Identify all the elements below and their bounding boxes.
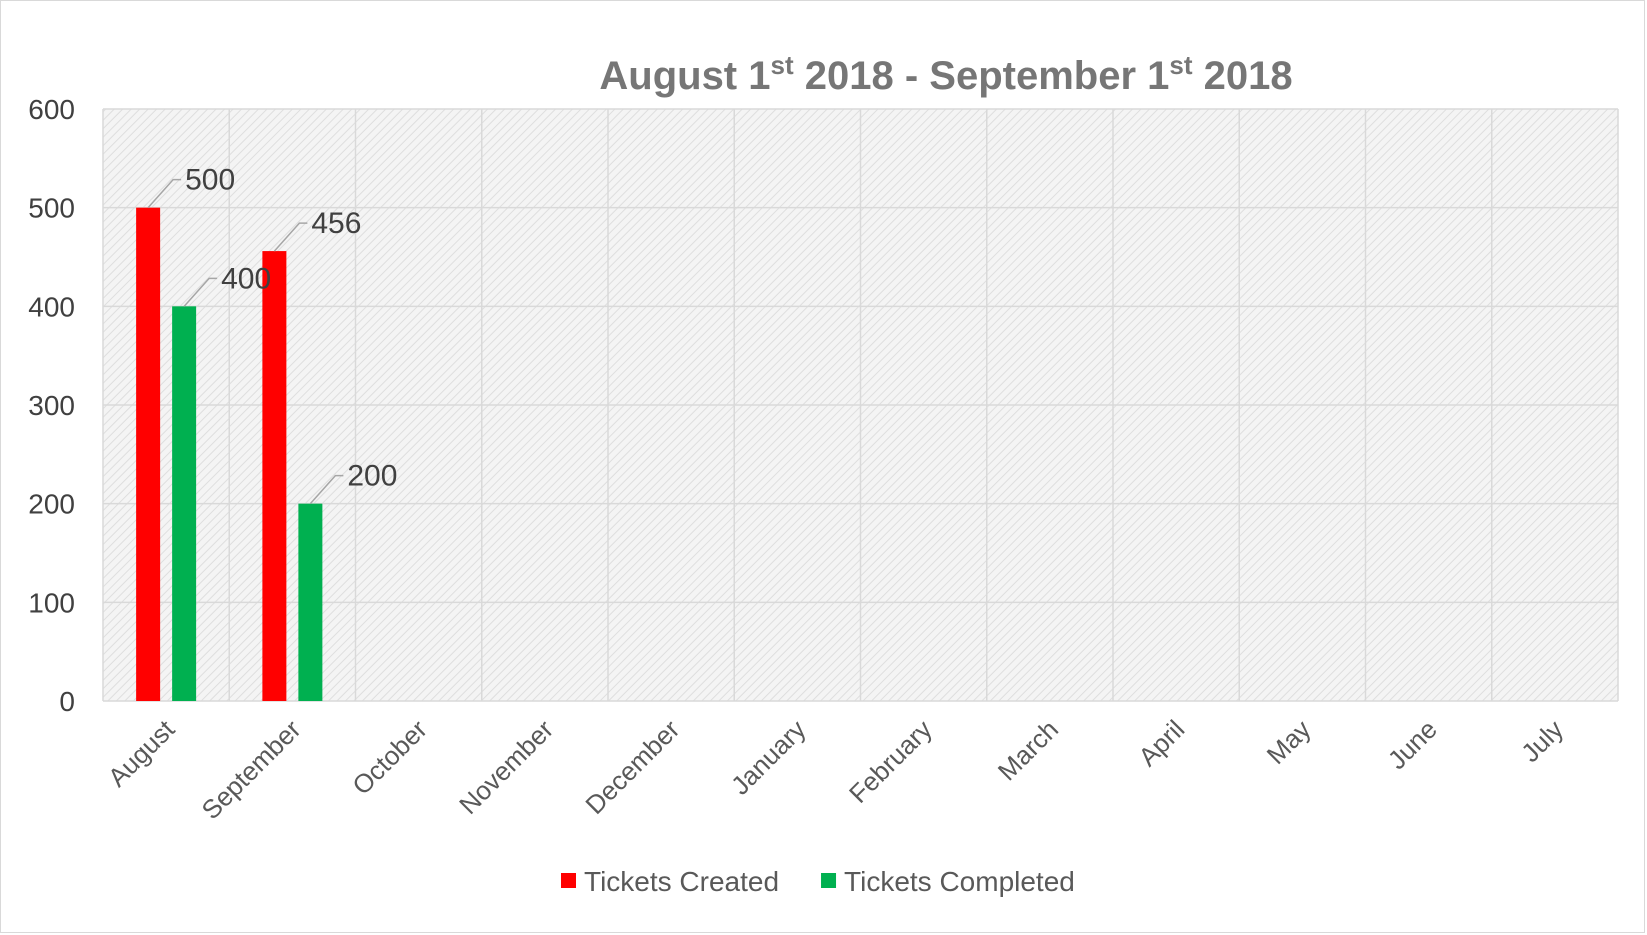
data-label: 456 — [311, 207, 361, 240]
data-label: 200 — [347, 460, 397, 493]
bars — [136, 207, 323, 701]
chart-title: August 1st 2018 - September 1st 2018 — [599, 50, 1292, 98]
x-tick-label: August — [102, 713, 181, 792]
bar-tickets-created — [136, 207, 161, 701]
x-tick-label: January — [725, 714, 812, 801]
leader-line — [183, 277, 218, 307]
x-tick-label: September — [195, 714, 306, 825]
legend-swatch — [821, 873, 837, 888]
x-tick-label: March — [992, 714, 1064, 786]
y-tick-label: 600 — [28, 94, 75, 125]
data-label: 500 — [185, 164, 235, 197]
bar-tickets-completed — [172, 306, 197, 701]
y-tick-label: 300 — [28, 390, 75, 421]
bar-tickets-created — [262, 251, 287, 701]
x-tick-label: June — [1382, 714, 1443, 775]
x-tick-label: May — [1261, 714, 1317, 770]
legend-label: Tickets Completed — [844, 866, 1075, 897]
data-label: 400 — [221, 262, 271, 295]
leader-line — [147, 178, 182, 209]
x-tick-label: October — [346, 714, 433, 801]
x-tick-label: December — [579, 714, 685, 820]
leader-line — [309, 474, 344, 505]
x-tick-label: November — [453, 714, 559, 820]
y-tick-label: 100 — [28, 587, 75, 618]
y-axis: 0 100 200 300 400 500 600 — [28, 94, 75, 717]
data-labels: 500 400 456 200 — [147, 164, 397, 505]
x-axis: August September October November December Ja… — [102, 713, 1569, 825]
y-tick-label: 500 — [28, 193, 75, 224]
gridlines — [102, 108, 1619, 702]
x-tick-label: April — [1132, 714, 1190, 772]
x-tick-label: July — [1515, 714, 1569, 768]
leader-line — [273, 222, 308, 252]
bar-tickets-completed — [298, 503, 323, 701]
x-tick-label: February — [843, 714, 938, 809]
legend: Tickets Created Tickets Completed — [561, 866, 1075, 897]
y-tick-label: 0 — [59, 686, 75, 717]
legend-swatch — [561, 873, 576, 888]
legend-label: Tickets Created — [584, 866, 779, 897]
y-tick-label: 200 — [28, 489, 75, 520]
y-tick-label: 400 — [28, 291, 75, 322]
